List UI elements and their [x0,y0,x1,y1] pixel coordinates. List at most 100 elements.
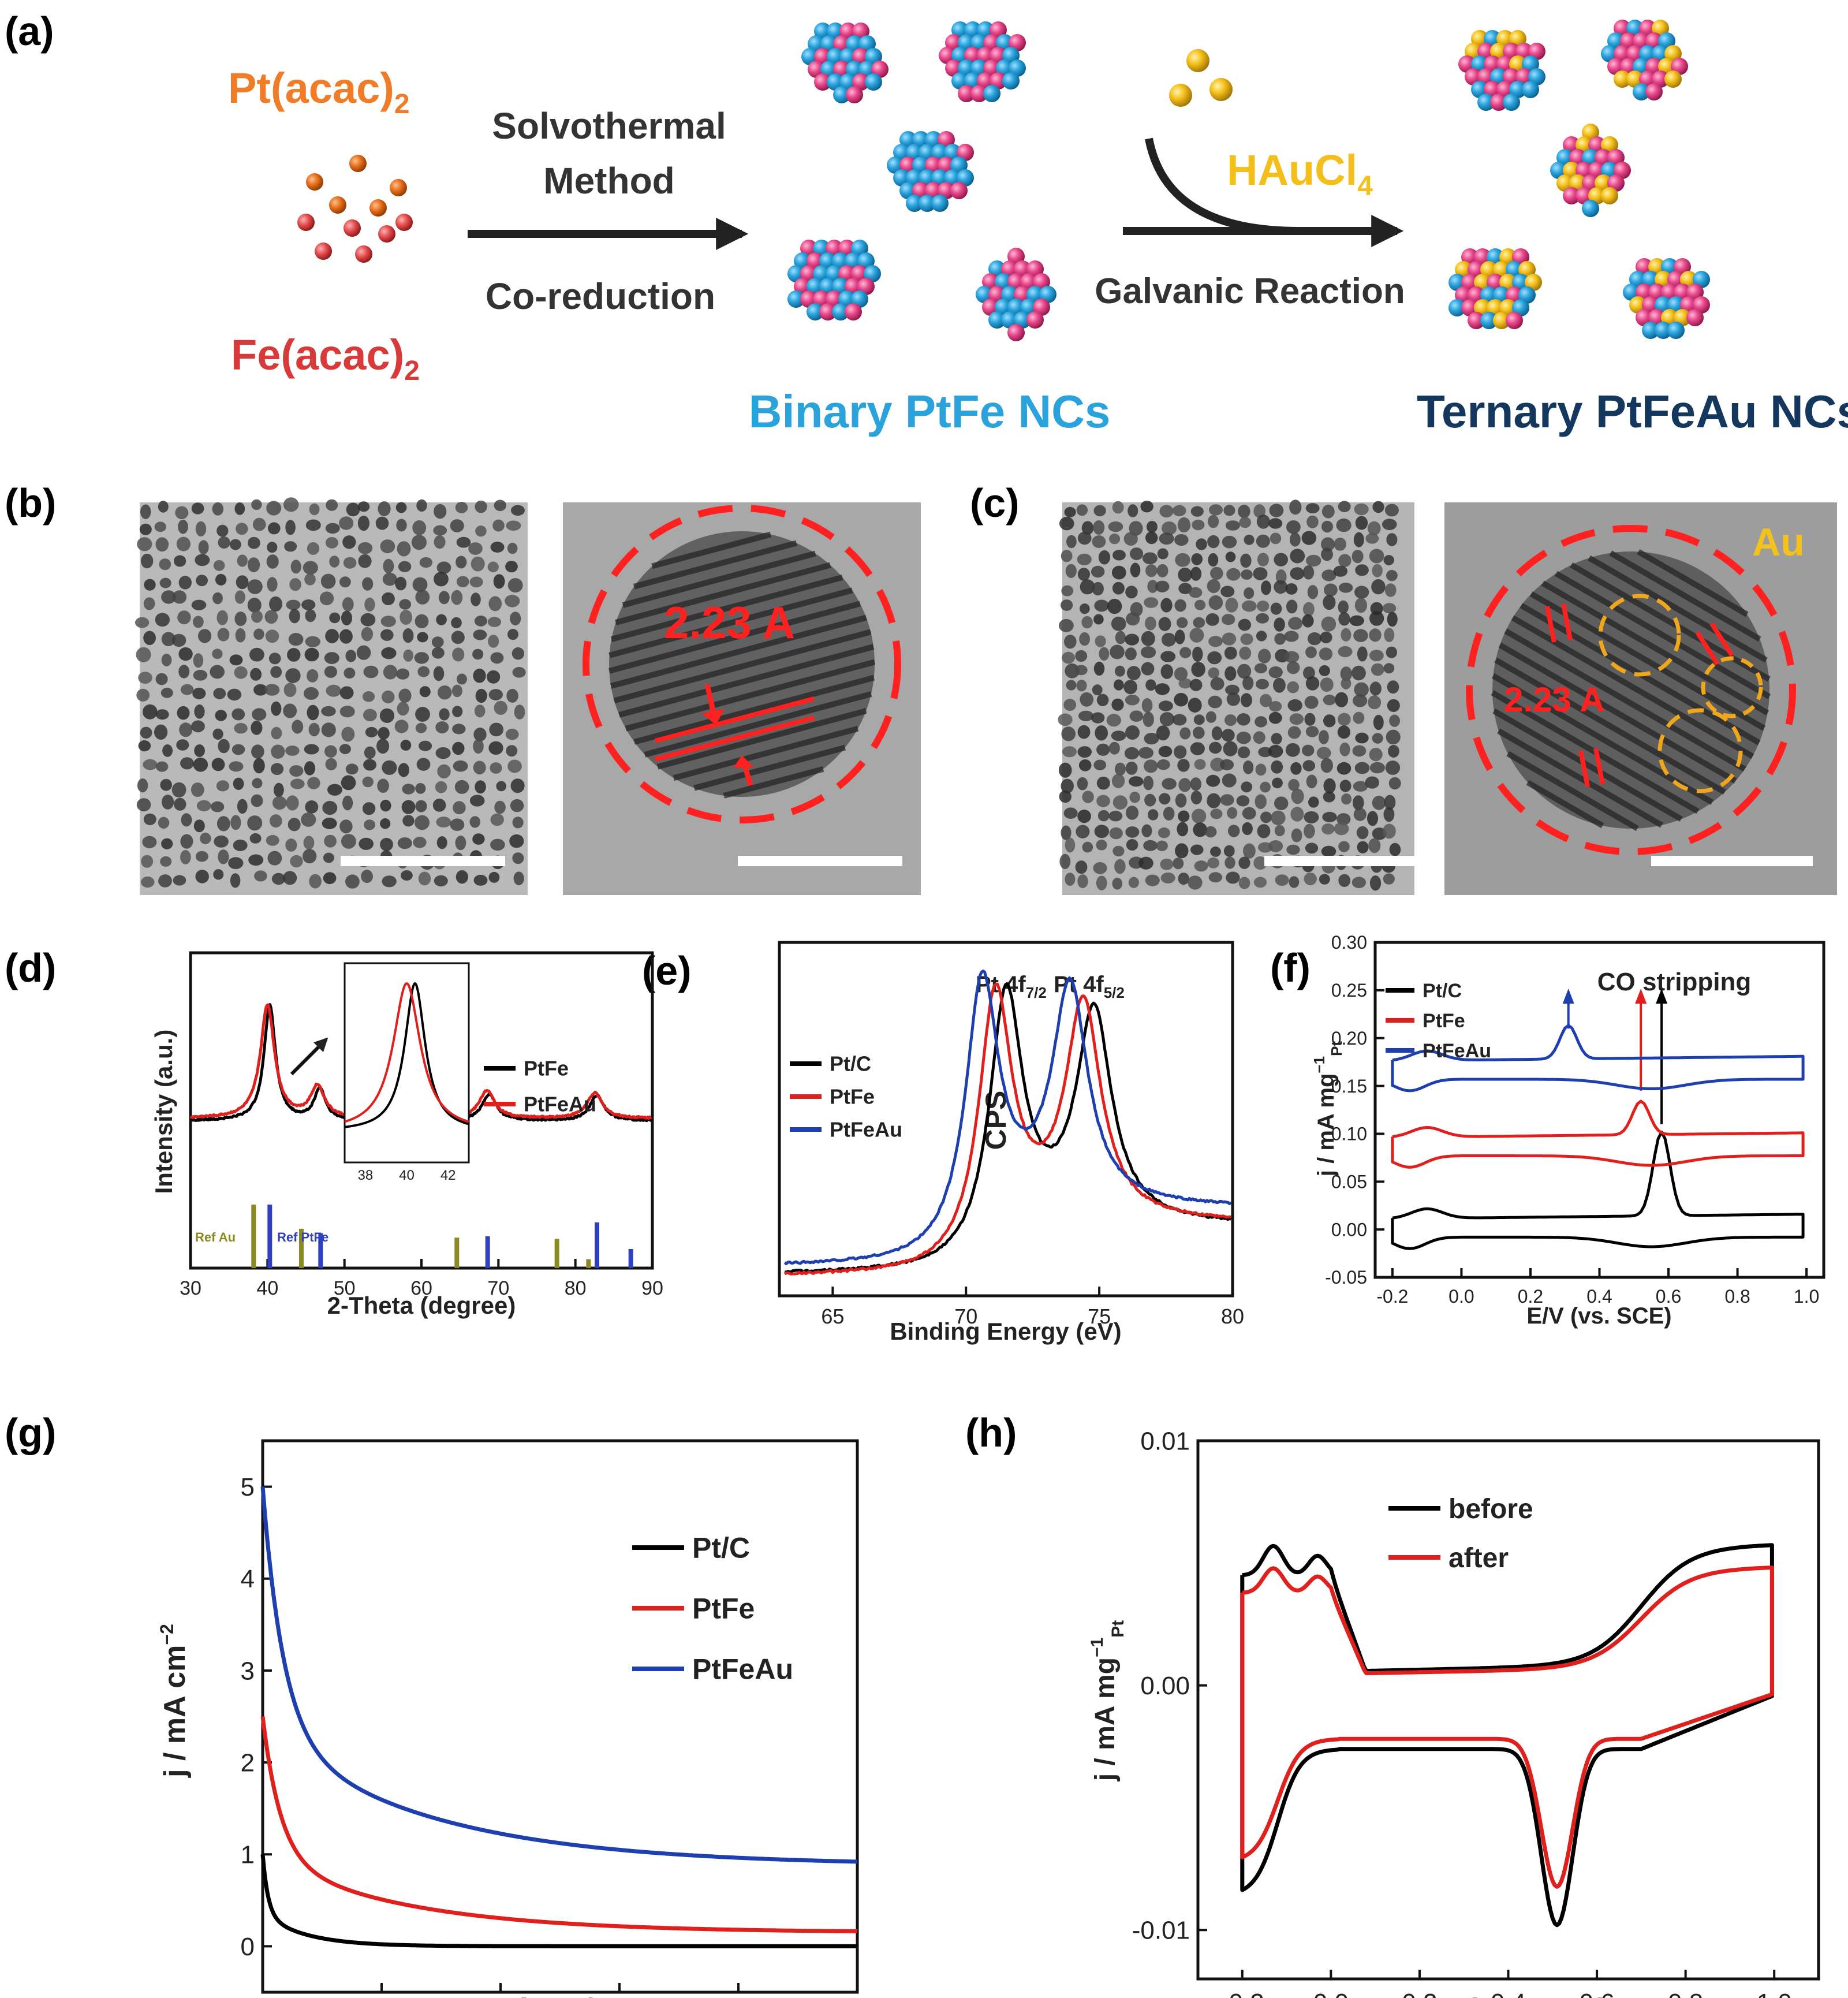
nanoparticle [510,778,525,793]
nanoparticle [434,875,448,887]
nanoparticle [512,647,525,660]
nanoparticle [178,519,188,534]
nanoparticle [307,542,320,555]
nanoparticle [1320,631,1332,644]
lattice-mark-c5 [1578,750,1590,787]
nanoparticle [270,763,284,776]
nanoparticle [250,668,262,681]
x-tick-label: 1.0 [1794,1286,1819,1307]
nanoparticle [1226,692,1240,706]
nanoparticle [1306,774,1317,789]
nanoparticle [512,852,524,864]
x-tick-label: 80 [565,1277,587,1299]
nanoparticle [1066,680,1077,691]
nanoparticle [1062,651,1075,664]
nanoparticle [285,838,297,852]
nanoparticle [431,636,444,648]
nanoparticle [1243,760,1254,774]
nanoparticle [1196,538,1207,550]
nanoparticle [252,778,263,789]
nanoparticle [507,542,518,554]
nanoparticle [380,539,395,554]
nanoparticle [143,631,156,646]
au-domain-3 [1657,708,1743,793]
nanoparticle [1256,601,1270,612]
nanoparticle [1140,646,1156,658]
method-line1: Solvothermal [492,105,726,147]
nanoparticle [1079,632,1090,646]
nanoparticle [512,817,524,829]
nanoparticle [1290,549,1305,564]
nanoparticle [304,761,316,776]
nanoparticle [1061,726,1076,741]
nanoparticle [1094,599,1109,612]
nanoparticle [141,553,154,569]
nanoparticle [232,744,245,755]
nanoparticle [155,709,169,720]
nanocluster [787,240,881,320]
nanoparticle [1082,841,1093,853]
nanoparticle [181,813,192,827]
nanoparticle [1093,505,1106,517]
atom [832,303,849,320]
nanoparticle [1178,810,1190,822]
nanoparticle [1075,650,1088,662]
inset-curve [344,982,469,1123]
nanoparticle [1126,612,1140,626]
nanoparticle [1224,666,1237,681]
nanoparticle [1063,699,1077,711]
nanoparticle [210,665,225,679]
nanoparticle [1253,567,1268,580]
nanoparticle [266,554,279,569]
nanoparticle [1236,731,1251,744]
nanoparticle [1192,646,1203,662]
nanoparticle [1383,873,1395,885]
nanoparticle [237,554,248,567]
nanoparticle [1341,793,1352,805]
nanoparticle [507,759,522,773]
nanoparticle [357,515,370,531]
nanoparticle [1061,825,1072,840]
nanoparticle [1125,761,1138,775]
series-ptc [1391,1130,1805,1250]
y-tick-label: -0.01 [1132,1917,1190,1945]
nanoparticle [180,834,193,849]
nanoparticle [1209,741,1222,754]
nanoparticle [230,815,241,830]
nanoparticle [218,849,229,864]
nanoparticle [1339,742,1350,756]
nanoparticle [1387,680,1399,694]
panel-label-d: (d) [5,945,56,990]
nanoparticle [267,542,278,553]
nanoparticle [251,610,263,623]
nanoparticle [507,578,523,593]
nanoparticle [451,684,462,698]
atom [1582,200,1599,217]
nanoparticle [417,666,430,677]
nanoparticle [1191,808,1207,824]
precursor-particle [329,196,346,214]
nanoparticle [413,837,427,848]
nanoparticle [401,800,416,814]
nanoparticle [1097,810,1110,822]
nanoparticle [1224,856,1235,869]
nanoparticle [1288,778,1300,791]
lattice-fringe [1526,780,1604,829]
inset-tick-label: 38 [357,1168,373,1183]
nanoparticle [154,724,168,740]
nanoparticle [285,520,296,535]
nanoparticle [492,519,505,532]
nanoparticle [1226,871,1240,884]
nanoparticle [142,704,158,720]
nanoparticle [457,673,467,685]
scale-bar-c2 [1651,856,1813,866]
precursor-particle [344,219,361,237]
y-tick-label: 1 [241,1841,255,1869]
nanoparticle [1128,504,1138,517]
nanoparticle [1353,629,1368,642]
lattice-circle-b [583,505,901,823]
nanoparticle [375,516,389,530]
nanoparticle [1308,796,1319,808]
legend-label-pt-c: Pt/C [692,1532,750,1564]
y-tick-label: 0.30 [1331,932,1367,953]
